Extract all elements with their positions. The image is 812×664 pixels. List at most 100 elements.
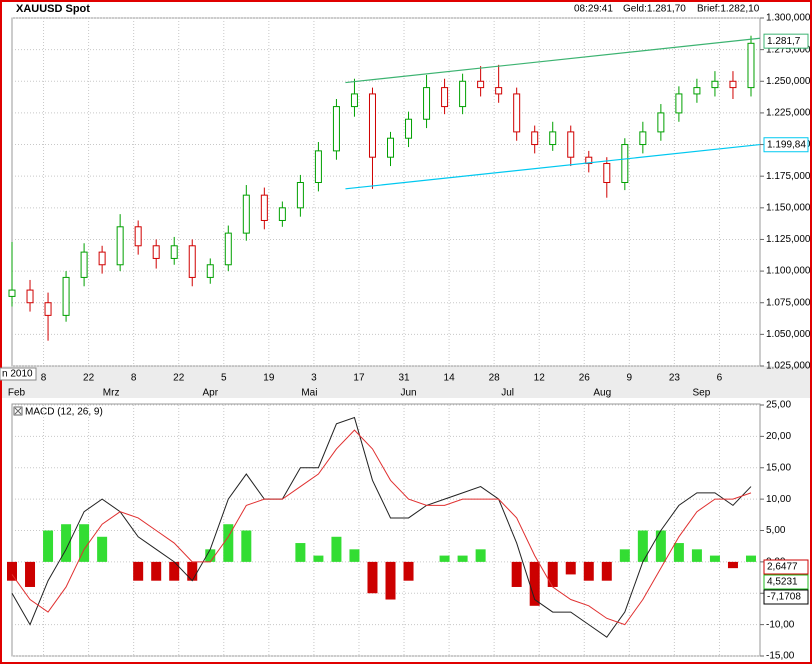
ohlc-body	[495, 87, 503, 95]
month-label: Feb	[8, 388, 26, 399]
histogram-bar	[601, 561, 612, 581]
y-tick-label: 25,00	[766, 400, 791, 411]
histogram-bar	[691, 549, 702, 562]
ohlc-body	[387, 137, 395, 158]
x-tick-label: 26	[579, 373, 591, 384]
trend-line	[345, 143, 761, 190]
histogram-bar	[547, 561, 558, 587]
x-tick-label: 22	[83, 373, 95, 384]
ohlc-body	[675, 93, 683, 114]
ohlc-body	[405, 118, 413, 139]
month-label: Mai	[301, 388, 317, 399]
ohlc-body	[80, 251, 88, 278]
histogram-bar	[727, 561, 738, 569]
chart-title: XAUUSD Spot	[16, 3, 90, 15]
ohlc-body	[242, 194, 250, 234]
y-tick-label: 20,00	[766, 431, 791, 442]
ohlc-body	[729, 80, 737, 89]
histogram-bar	[241, 530, 252, 562]
histogram-bar	[7, 561, 17, 581]
macd-line	[11, 416, 752, 638]
price-label: 1.281,7	[767, 36, 801, 47]
ohlc-body	[206, 264, 214, 278]
end-label-box	[763, 589, 809, 605]
end-label: -7,1708	[767, 592, 801, 603]
ohlc-body	[747, 42, 755, 89]
histogram-bar	[403, 561, 414, 581]
histogram-bar	[205, 549, 216, 562]
quote-ask: Brief:1.282,10	[697, 4, 760, 15]
x-tick-label: 6	[717, 373, 723, 384]
histogram-bar	[511, 561, 522, 587]
ohlc-body	[585, 156, 593, 165]
end-label: 2,6477	[767, 562, 798, 573]
histogram-bar	[223, 524, 234, 562]
ohlc-body	[134, 226, 142, 247]
x-tick-label: 28	[489, 373, 501, 384]
histogram-bar	[385, 561, 396, 600]
month-label: Jul	[501, 388, 514, 399]
y-tick-label: 1.050,000	[766, 329, 811, 340]
histogram-bar	[637, 530, 648, 562]
ohlc-body	[441, 87, 449, 108]
histogram-bar	[565, 561, 576, 575]
histogram-bar	[673, 543, 684, 562]
y-tick-label: 1.225,000	[766, 108, 811, 119]
histogram-bar	[43, 530, 54, 562]
histogram-bar	[349, 549, 360, 562]
y-tick-label: 15,00	[766, 462, 791, 473]
trend-line	[345, 37, 761, 84]
ohlc-body	[459, 80, 467, 108]
year-box	[0, 367, 37, 381]
ohlc-body	[116, 226, 124, 266]
histogram-bar	[133, 561, 144, 581]
month-label: Sep	[693, 388, 711, 399]
ohlc-body	[44, 302, 52, 316]
histogram-bar	[439, 555, 450, 562]
x-tick-label: 14	[444, 373, 456, 384]
histogram-bar	[97, 536, 108, 562]
y-tick-label: 1.300,000	[766, 13, 811, 24]
end-label-box	[763, 559, 809, 575]
year-label: n 2010	[2, 369, 33, 380]
month-label: Apr	[202, 388, 218, 399]
ohlc-body	[423, 87, 431, 120]
ohlc-body	[350, 93, 358, 108]
histogram-bar	[655, 530, 666, 562]
histogram-bar	[529, 561, 540, 606]
histogram-bar	[25, 561, 36, 587]
histogram-bar	[151, 561, 162, 581]
histogram-bar	[331, 536, 342, 562]
histogram-bar	[79, 524, 90, 562]
ohlc-body	[531, 131, 539, 146]
ohlc-body	[549, 131, 557, 146]
histogram-bar	[583, 561, 594, 581]
month-label: Aug	[593, 388, 611, 399]
ohlc-body	[657, 112, 665, 133]
quote-bid: Geld:1.281,70	[623, 4, 686, 15]
y-tick-label: 1.175,000	[766, 171, 811, 182]
ohlc-body	[26, 289, 34, 304]
macd-title: MACD (12, 26, 9)	[25, 407, 103, 418]
month-label: Mrz	[103, 388, 120, 399]
y-tick-label: 10,00	[766, 494, 791, 505]
ohlc-body	[477, 80, 485, 89]
y-tick-label: 1.275,000	[766, 44, 811, 55]
ohlc-body	[170, 245, 178, 259]
x-tick-label: 8	[131, 373, 137, 384]
ohlc-body	[62, 276, 70, 316]
x-tick-label: 8	[41, 373, 47, 384]
price-label-box	[763, 33, 809, 49]
ohlc-body	[8, 289, 16, 297]
close-cross	[14, 407, 22, 415]
x-tick-label: 23	[669, 373, 681, 384]
x-tick-label: 12	[534, 373, 546, 384]
price-label-box	[763, 137, 809, 153]
histogram-bar	[709, 555, 720, 562]
ohlc-body	[296, 182, 304, 209]
y-tick-label: 1.100,000	[766, 266, 811, 277]
x-tick-label: 3	[311, 373, 317, 384]
price-label: 1.199,84	[767, 139, 806, 150]
